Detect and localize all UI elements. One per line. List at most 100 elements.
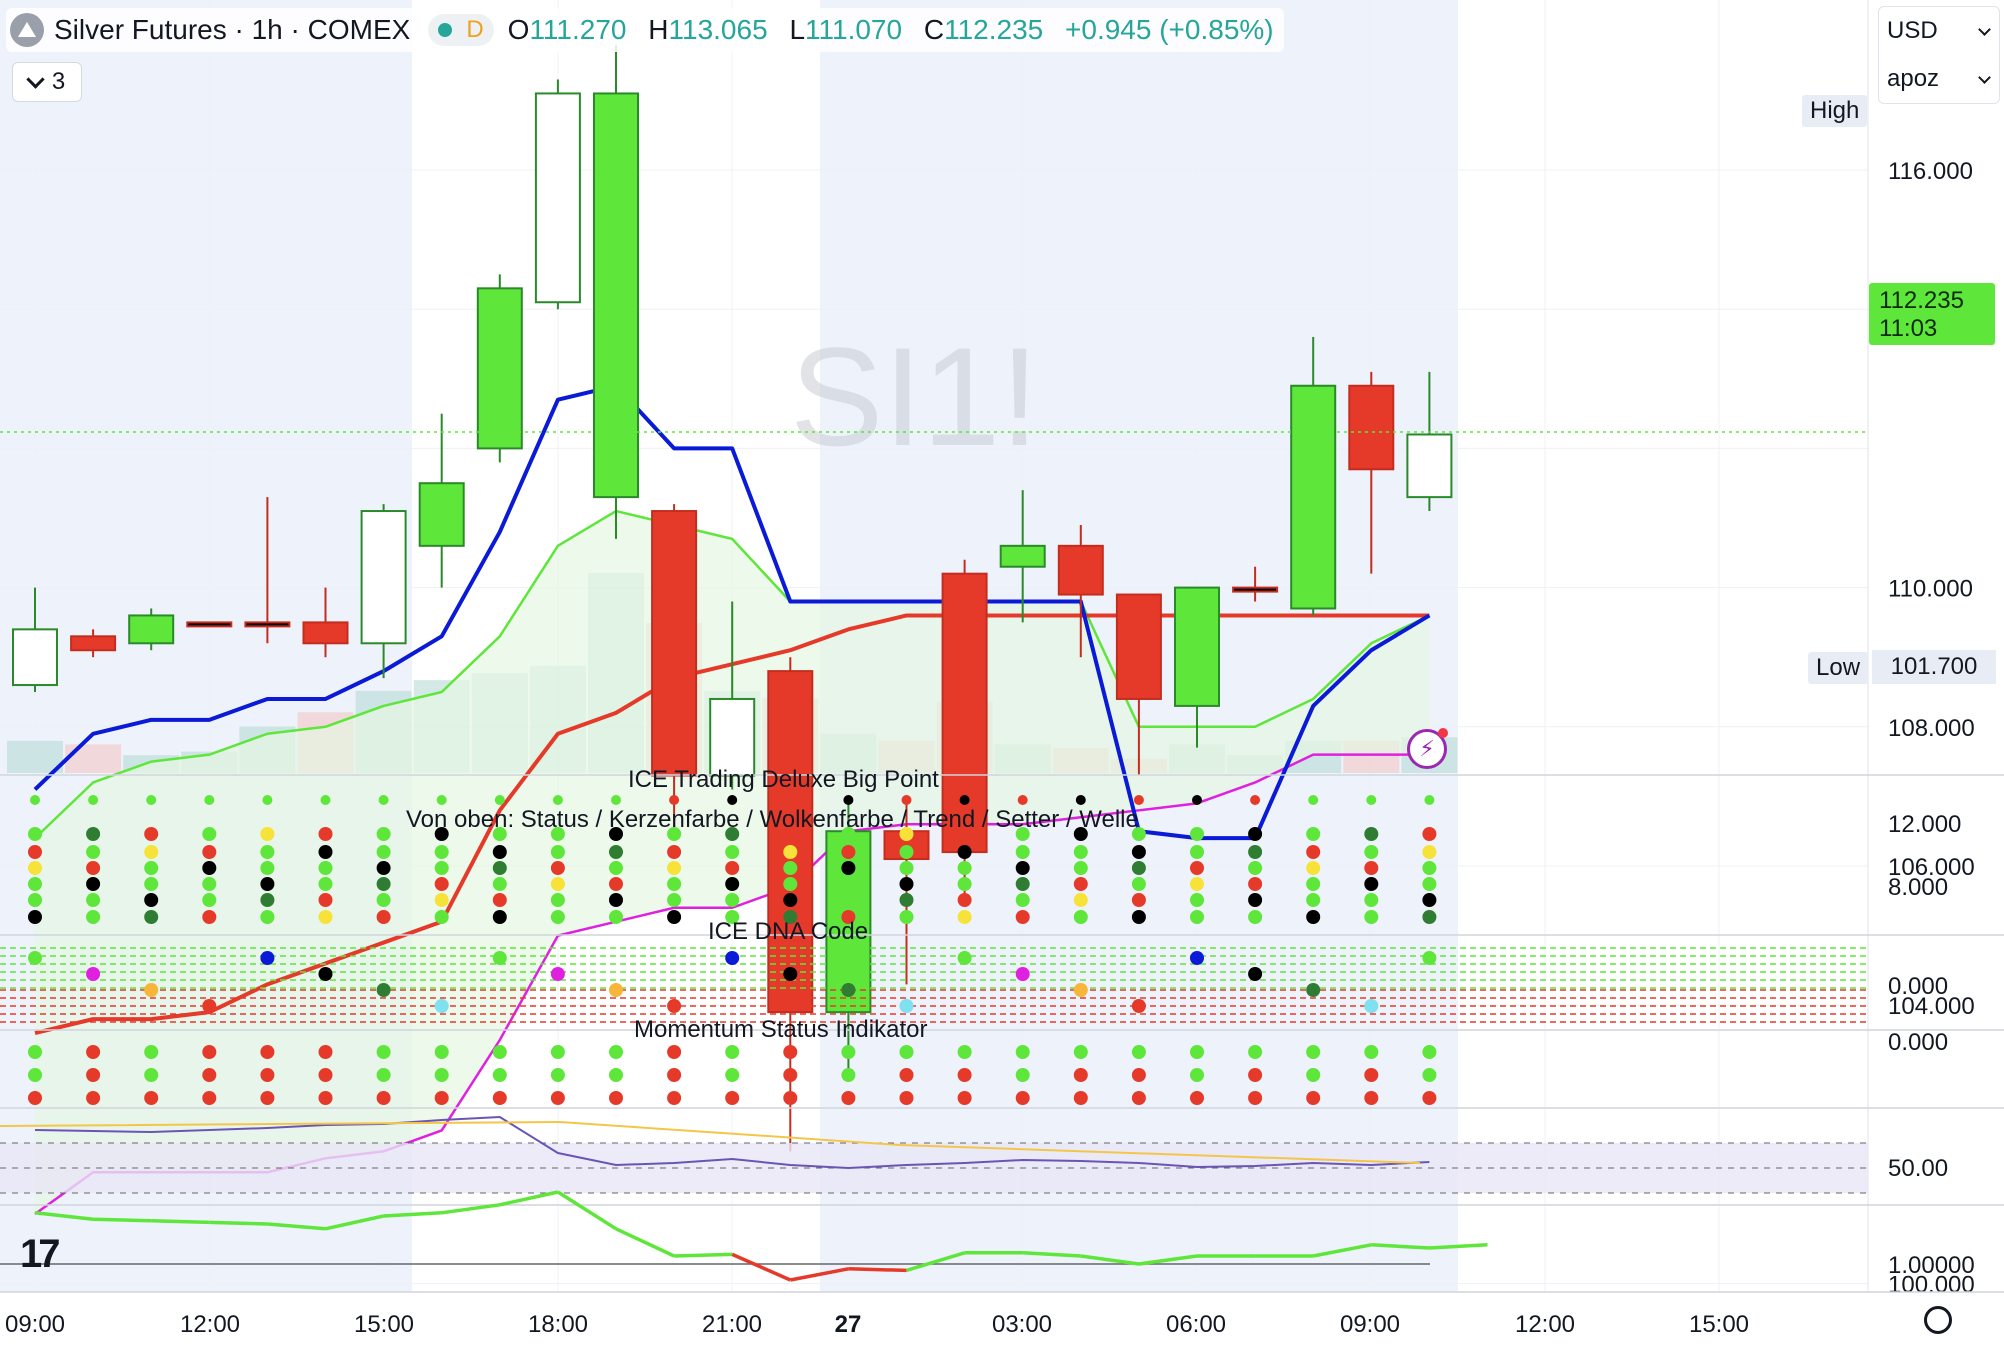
candle-body <box>360 510 407 645</box>
price-tick-label: 100.000 <box>1888 1272 1975 1299</box>
momentum-dot <box>1364 1091 1379 1105</box>
volume-bar <box>7 740 63 773</box>
signal-dot <box>959 795 970 805</box>
signal-dot <box>667 861 682 875</box>
signal-dot <box>1364 893 1379 907</box>
signal-dot <box>725 893 740 907</box>
signal-dot <box>1190 893 1204 907</box>
dna-dot <box>783 967 798 981</box>
candle-body <box>1348 384 1395 471</box>
settings-icon[interactable] <box>1924 1306 1952 1334</box>
dna-dot <box>1306 983 1321 997</box>
indicators-collapse-button[interactable]: 3 <box>12 62 82 102</box>
signal-dot <box>609 910 623 924</box>
signal-dot <box>1422 893 1437 907</box>
signal-dot <box>318 893 333 907</box>
momentum-dot <box>957 1045 972 1059</box>
signal-dot <box>1131 910 1146 924</box>
momentum-segment <box>151 1219 210 1225</box>
momentum-segment <box>848 1267 907 1273</box>
market-status-pill[interactable]: D <box>428 14 494 46</box>
signal-dot <box>86 893 101 907</box>
time-tick-label: 12:00 <box>180 1311 240 1338</box>
momentum-dot <box>1248 1091 1263 1105</box>
close-value: 112.235 <box>944 14 1044 45</box>
time-tick-label: 15:00 <box>1689 1311 1749 1338</box>
momentum-segment <box>905 1251 966 1273</box>
signal-dot <box>28 910 42 924</box>
momentum-dot <box>318 1068 333 1082</box>
candle-body <box>1406 433 1453 499</box>
signal-dot <box>609 861 623 875</box>
pane4-tick-label: 50.00 <box>1888 1155 1948 1182</box>
signal-dot <box>667 827 682 841</box>
lightning-icon[interactable]: ⚡ <box>1407 728 1448 769</box>
signal-dot <box>609 827 623 841</box>
signal-dot <box>434 827 449 841</box>
signal-dot <box>1073 861 1088 875</box>
price-tick-label: 110.000 <box>1888 576 1973 603</box>
candle-body <box>128 614 175 645</box>
signal-dot <box>550 877 565 891</box>
signal-dot <box>725 827 740 841</box>
pane1-title: ICE Trading Deluxe Big Point <box>628 766 939 793</box>
momentum-dot <box>1190 1045 1204 1059</box>
momentum-dot <box>202 1045 217 1059</box>
scale-mode-value: apoz <box>1887 65 1940 92</box>
momentum-dot <box>667 1068 682 1082</box>
tradingview-logo-icon[interactable]: 17 <box>20 1232 60 1276</box>
signal-dot <box>667 845 682 859</box>
signal-dot <box>899 877 914 891</box>
currency-value: USD <box>1887 17 1938 44</box>
signal-dot <box>899 910 914 924</box>
dna-dot <box>957 951 972 965</box>
signal-dot <box>1073 845 1088 859</box>
momentum-dot <box>1015 1045 1030 1059</box>
momentum-dot <box>1131 1068 1146 1082</box>
signal-dot <box>492 893 507 907</box>
momentum-dot <box>1306 1068 1321 1082</box>
currency-scale-menu[interactable]: USD apoz <box>1878 6 2000 104</box>
signal-dot <box>1422 910 1437 924</box>
silver-logo-icon <box>10 13 44 47</box>
momentum-dot <box>86 1068 101 1082</box>
oscillator-line <box>34 1115 1430 1170</box>
signal-dot <box>667 893 682 907</box>
signal-dot <box>1073 827 1088 841</box>
pane1-subtitle: Von oben: Status / Kerzenfarbe / Wolkenf… <box>406 806 1139 833</box>
time-tick-label: 27 <box>835 1311 862 1338</box>
dna-dot <box>609 983 623 997</box>
momentum-dot <box>376 1045 391 1059</box>
signal-dot <box>1366 795 1377 805</box>
signal-dot <box>144 827 159 841</box>
signal-dot <box>667 877 682 891</box>
candle-body <box>767 670 814 1014</box>
scale-mode-select[interactable]: apoz <box>1879 55 1999 103</box>
momentum-segment <box>731 1252 792 1282</box>
signal-dot <box>550 910 565 924</box>
signal-dot <box>202 861 217 875</box>
symbol-legend[interactable]: Silver Futures · 1h · COMEX D O111.270 H… <box>6 8 1284 52</box>
time-tick-label: 03:00 <box>992 1311 1052 1338</box>
price-tick-label: 106.000 <box>1888 854 1975 881</box>
signal-dot <box>492 845 507 859</box>
momentum-dot <box>376 1068 391 1082</box>
dna-dot <box>376 983 391 997</box>
signal-dot <box>1190 910 1204 924</box>
signal-dot <box>1133 795 1144 805</box>
time-tick-label: 09:00 <box>1340 1311 1400 1338</box>
signal-dot <box>28 893 42 907</box>
signal-dot <box>841 845 856 859</box>
signal-dot <box>841 877 856 891</box>
momentum-dot <box>1131 1045 1146 1059</box>
currency-select[interactable]: USD <box>1879 7 1999 55</box>
symbol-watermark: SI1! <box>790 318 1039 475</box>
signal-dot <box>318 910 333 924</box>
momentum-segment <box>441 1203 501 1215</box>
momentum-dot <box>725 1091 740 1105</box>
candle-body <box>1115 593 1162 700</box>
signal-dot <box>434 893 449 907</box>
dna-dot <box>550 967 565 981</box>
dna-dot <box>899 999 914 1013</box>
